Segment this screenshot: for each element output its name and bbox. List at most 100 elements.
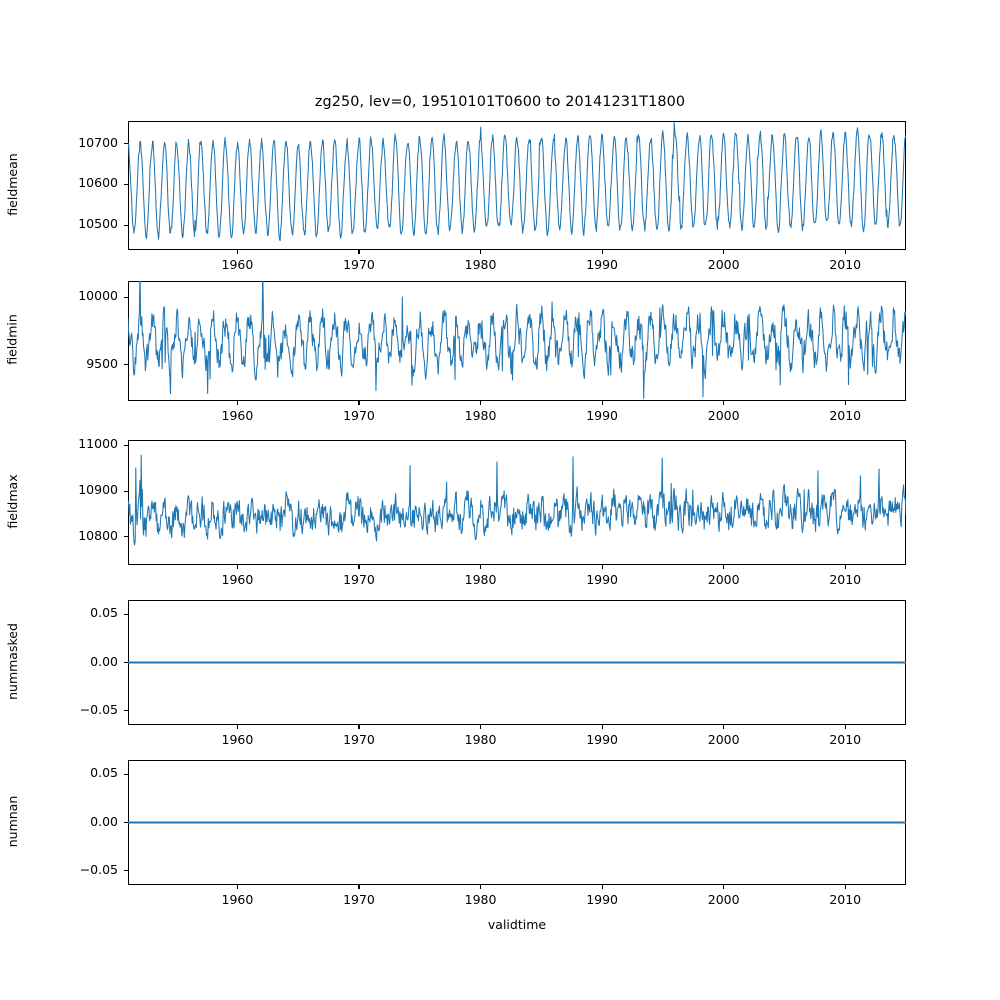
ytick-mark-fieldmean-1 — [124, 183, 128, 186]
xtick-mark-numnan-3 — [601, 885, 603, 889]
xtick-label-fieldmin-0: 1960 — [221, 408, 254, 423]
axis-label-nummasked: nummasked — [4, 622, 20, 700]
xtick-label-numnan-4: 2000 — [707, 892, 740, 907]
subplot-nummasked — [128, 600, 906, 725]
ytick-label-numnan-2: −0.05 — [79, 861, 118, 877]
xtick-mark-nummasked-1 — [358, 725, 360, 729]
ytick-label-nummasked-2: −0.05 — [79, 701, 118, 717]
xtick-mark-numnan-1 — [358, 885, 360, 889]
xtick-mark-fieldmin-2 — [480, 401, 482, 405]
ytick-label-nummasked-1: 0.00 — [90, 653, 118, 669]
xtick-label-fieldmin-5: 2010 — [829, 408, 862, 423]
ytick-mark-fieldmax-0 — [124, 536, 128, 538]
xtick-label-nummasked-3: 1990 — [586, 732, 618, 747]
xtick-label-numnan-0: 1960 — [221, 892, 254, 907]
xtick-mark-fieldmin-1 — [358, 401, 360, 405]
ytick-mark-nummasked-1 — [124, 662, 128, 664]
axis-label-fieldmean: fieldmean — [4, 152, 20, 216]
axes-frame-fieldmin — [128, 281, 906, 401]
xtick-mark-fieldmax-2 — [480, 565, 482, 569]
ytick-mark-fieldmin-1 — [124, 296, 128, 298]
xtick-mark-fieldmin-5 — [844, 401, 846, 405]
xtick-mark-fieldmean-1 — [358, 250, 360, 254]
axis-label-fieldmin: fieldmin — [4, 314, 20, 365]
subplot-fieldmin — [128, 281, 906, 401]
xtick-label-nummasked-5: 2010 — [829, 732, 862, 747]
xtick-label-fieldmean-4: 2000 — [707, 257, 740, 272]
plot-area-fieldmax — [128, 440, 906, 565]
ytick-mark-nummasked-0 — [124, 613, 128, 616]
ytick-mark-numnan-0 — [124, 773, 128, 776]
data-line-fieldmean — [128, 122, 906, 242]
xtick-mark-fieldmean-2 — [480, 250, 482, 254]
ytick-label-fieldmean-2: 10700 — [78, 134, 118, 150]
xtick-mark-fieldmin-3 — [601, 401, 603, 405]
xtick-label-fieldmax-4: 2000 — [707, 572, 740, 587]
xtick-mark-fieldmax-1 — [358, 565, 360, 569]
ytick-mark-fieldmax-2 — [124, 444, 128, 447]
xtick-label-fieldmean-3: 1990 — [586, 257, 618, 272]
axis-label-validtime: validtime — [487, 917, 547, 932]
subplot-numnan — [128, 760, 906, 885]
xtick-label-numnan-2: 1980 — [464, 892, 497, 907]
xtick-mark-nummasked-3 — [601, 725, 603, 729]
xtick-mark-numnan-5 — [844, 885, 846, 889]
ytick-label-fieldmax-1: 10900 — [78, 482, 118, 498]
ytick-mark-fieldmax-1 — [124, 490, 128, 492]
xtick-mark-fieldmean-3 — [601, 250, 603, 254]
xtick-label-nummasked-2: 1980 — [464, 732, 497, 747]
xtick-label-fieldmean-1: 1970 — [343, 257, 375, 272]
xtick-mark-numnan-0 — [236, 885, 238, 889]
xtick-label-fieldmax-0: 1960 — [221, 572, 254, 587]
plot-area-numnan — [128, 760, 906, 885]
xtick-mark-fieldmin-4 — [723, 401, 725, 405]
xtick-mark-fieldmean-0 — [236, 250, 238, 254]
data-line-fieldmax — [128, 454, 906, 546]
xtick-mark-fieldmean-4 — [723, 250, 725, 254]
xtick-mark-nummasked-2 — [480, 725, 482, 729]
xtick-mark-numnan-2 — [480, 885, 482, 889]
xtick-label-fieldmax-2: 1980 — [464, 572, 497, 587]
ytick-mark-fieldmean-0 — [124, 224, 128, 227]
axis-label-numnan: numnan — [4, 795, 20, 847]
xtick-mark-fieldmin-0 — [236, 401, 238, 405]
xtick-label-fieldmean-5: 2010 — [829, 257, 862, 272]
plot-area-fieldmean — [128, 121, 906, 250]
xtick-mark-fieldmax-4 — [723, 565, 725, 569]
xtick-mark-fieldmax-5 — [844, 565, 846, 569]
xtick-mark-fieldmax-0 — [236, 565, 238, 569]
xtick-mark-nummasked-5 — [844, 725, 846, 729]
plot-area-fieldmin — [128, 281, 906, 401]
ytick-label-nummasked-0: 0.05 — [90, 605, 118, 621]
ytick-mark-fieldmin-0 — [124, 364, 128, 366]
ytick-mark-nummasked-2 — [124, 710, 128, 712]
xtick-label-fieldmin-1: 1970 — [343, 408, 375, 423]
data-line-fieldmin — [128, 281, 906, 399]
xtick-mark-fieldmean-5 — [844, 250, 846, 254]
ytick-label-fieldmax-2: 11000 — [78, 436, 118, 452]
xtick-label-fieldmean-0: 1960 — [221, 257, 254, 272]
ytick-label-fieldmin-1: 10000 — [78, 288, 118, 304]
xtick-label-numnan-5: 2010 — [829, 892, 862, 907]
xtick-label-nummasked-0: 1960 — [221, 732, 254, 747]
subplot-fieldmean — [128, 121, 906, 250]
axes-frame-fieldmax — [128, 440, 906, 565]
xtick-label-fieldmin-4: 2000 — [707, 408, 740, 423]
ytick-label-numnan-1: 0.00 — [90, 813, 118, 829]
subplot-fieldmax — [128, 440, 906, 565]
ytick-label-fieldmax-0: 10800 — [78, 527, 118, 543]
ytick-mark-numnan-1 — [124, 822, 128, 824]
xtick-label-numnan-3: 1990 — [586, 892, 618, 907]
xtick-label-nummasked-4: 2000 — [707, 732, 740, 747]
xtick-label-fieldmean-2: 1980 — [464, 257, 497, 272]
ytick-label-fieldmean-1: 10600 — [78, 175, 118, 191]
axis-label-fieldmax: fieldmax — [4, 473, 20, 529]
plot-area-nummasked — [128, 600, 906, 725]
xtick-label-fieldmin-3: 1990 — [586, 408, 618, 423]
xtick-mark-nummasked-0 — [236, 725, 238, 729]
ytick-label-fieldmean-0: 10500 — [78, 216, 118, 232]
ytick-mark-numnan-2 — [124, 870, 128, 872]
ytick-label-fieldmin-0: 9500 — [86, 355, 118, 371]
xtick-label-numnan-1: 1970 — [343, 892, 375, 907]
